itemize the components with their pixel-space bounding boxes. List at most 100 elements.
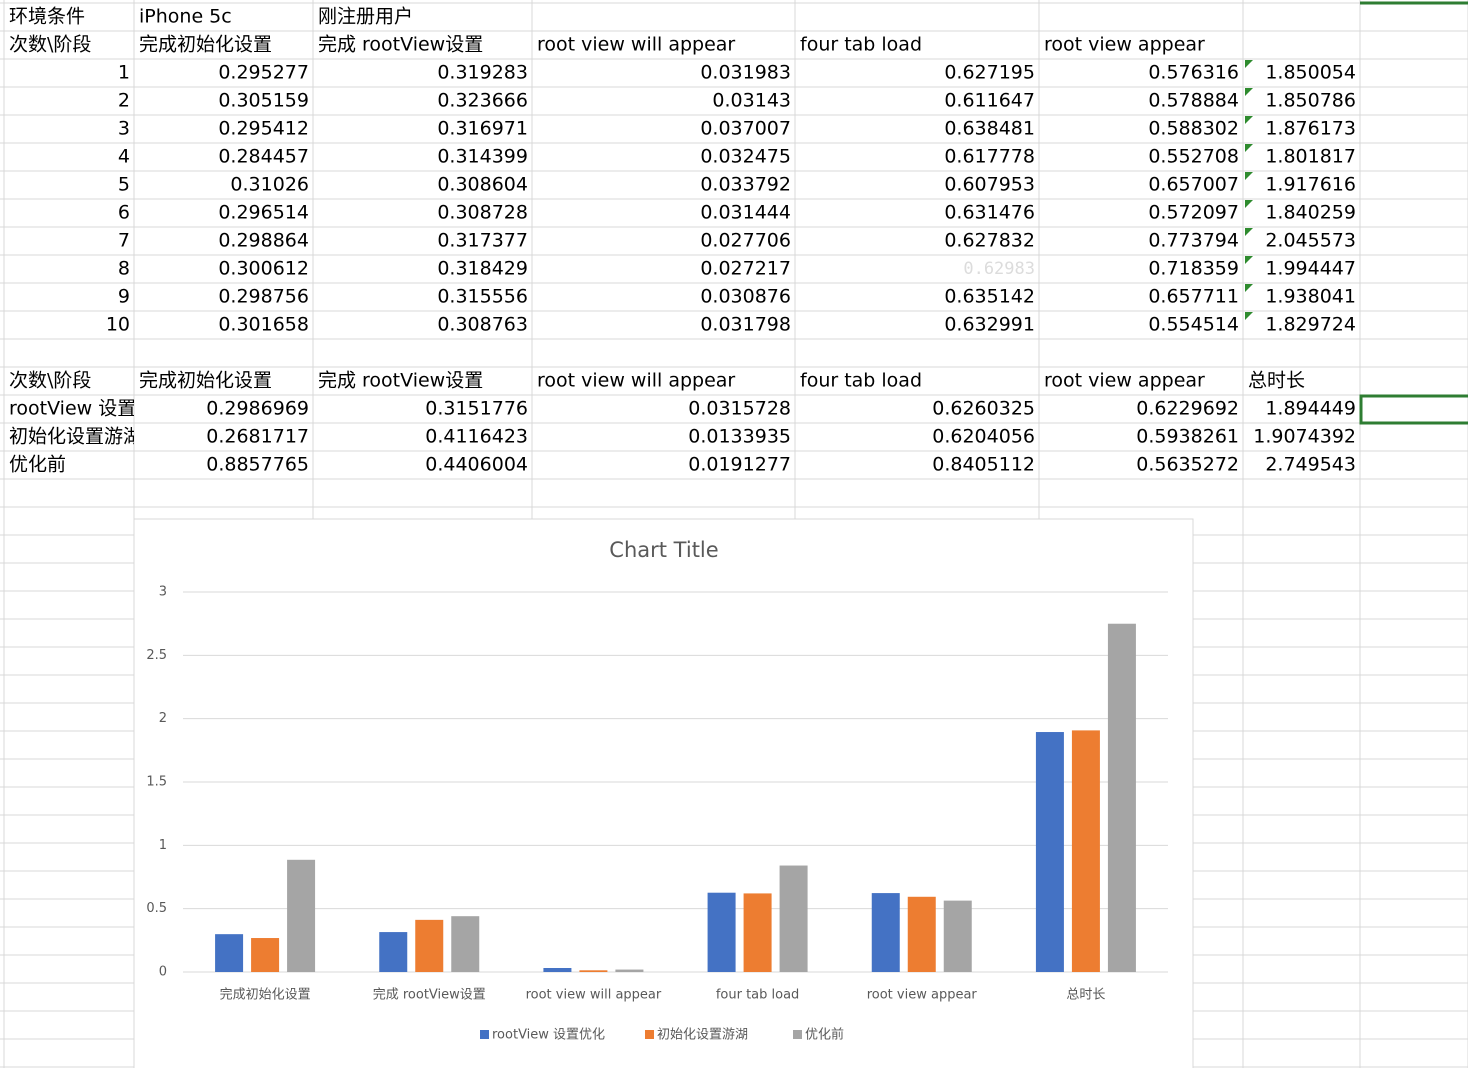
bar bbox=[579, 970, 608, 972]
cell-text: 0.317377 bbox=[437, 230, 528, 252]
cell-text: 0.6229692 bbox=[1136, 398, 1239, 420]
cell-text: 初始化设置游湖 bbox=[9, 426, 142, 448]
cell-text: 0.3151776 bbox=[425, 398, 528, 420]
cell-text: 0.298756 bbox=[218, 286, 309, 308]
cell-text: root view will appear bbox=[537, 370, 735, 392]
cell-text: 0.308763 bbox=[437, 314, 528, 336]
cell-text: 0.314399 bbox=[437, 146, 528, 168]
cell-text: 0.296514 bbox=[218, 202, 309, 224]
cell-text: 1 bbox=[118, 62, 130, 84]
bar bbox=[779, 865, 808, 972]
cell-text: 0.033792 bbox=[700, 174, 791, 196]
cell-text: 2 bbox=[118, 90, 130, 112]
cell-text: 9 bbox=[118, 286, 130, 308]
cell-text: 2.749543 bbox=[1265, 454, 1356, 476]
cell-text: 0.031798 bbox=[700, 314, 791, 336]
cell-text: four tab load bbox=[800, 34, 922, 56]
cell-text: 0.284457 bbox=[218, 146, 309, 168]
cell-text: 0.638481 bbox=[944, 118, 1035, 140]
cell-text: 完成 rootView设置 bbox=[318, 370, 483, 392]
chart-area bbox=[133, 518, 1194, 1068]
y-tick-label: 0 bbox=[159, 965, 167, 980]
cell-text: 0.316971 bbox=[437, 118, 528, 140]
cell-text: 0.4116423 bbox=[425, 426, 528, 448]
cell-text: 刚注册用户 bbox=[318, 6, 413, 28]
cell-text: 0.635142 bbox=[944, 286, 1035, 308]
cell-text: 10 bbox=[106, 314, 130, 336]
cell-text: 总时长 bbox=[1248, 370, 1305, 392]
y-tick-label: 3 bbox=[159, 585, 167, 600]
warning-flag bbox=[1245, 116, 1253, 124]
legend-label: 初始化设置游湖 bbox=[657, 1028, 748, 1043]
cell-text: 0.6260325 bbox=[932, 398, 1035, 420]
warning-flag bbox=[1245, 256, 1253, 264]
cell-text: 0.552708 bbox=[1148, 146, 1239, 168]
cell-text: 1.994447 bbox=[1265, 258, 1356, 280]
cell-text: 1.9074392 bbox=[1253, 426, 1356, 448]
cell-text: 0.578884 bbox=[1148, 90, 1239, 112]
cell-text: 1.829724 bbox=[1265, 314, 1356, 336]
warning-flag bbox=[1245, 312, 1253, 320]
cell-text: 0.631476 bbox=[944, 202, 1035, 224]
cell-text: 0.611647 bbox=[944, 90, 1035, 112]
warning-flag bbox=[1245, 144, 1253, 152]
warning-flag bbox=[1245, 284, 1253, 292]
cell-text: 5 bbox=[118, 174, 130, 196]
warning-flag bbox=[1245, 228, 1253, 236]
cell-text: 0.607953 bbox=[944, 174, 1035, 196]
x-tick-label: root view appear bbox=[867, 988, 978, 1003]
bar bbox=[707, 892, 736, 972]
cell-text: iPhone 5c bbox=[139, 6, 232, 28]
cell-text: 环境条件 bbox=[9, 6, 85, 28]
cell-text: 0.5938261 bbox=[1136, 426, 1239, 448]
cell-text: 1.850054 bbox=[1265, 62, 1356, 84]
bar bbox=[871, 893, 900, 972]
cell-text: 0.295277 bbox=[218, 62, 309, 84]
cell-text: 1.894449 bbox=[1265, 398, 1356, 420]
cell-text: 1.850786 bbox=[1265, 90, 1356, 112]
cell-text: 0.627832 bbox=[944, 230, 1035, 252]
cell-text: 0.305159 bbox=[218, 90, 309, 112]
cell-text: 0.308604 bbox=[437, 174, 528, 196]
cell-text: 7 bbox=[118, 230, 130, 252]
bar bbox=[1071, 730, 1100, 972]
cell-text: 0.300612 bbox=[218, 258, 309, 280]
legend-swatch bbox=[645, 1030, 654, 1039]
x-tick-label: root view will appear bbox=[526, 988, 662, 1003]
warning-flag bbox=[1245, 88, 1253, 96]
warning-flag bbox=[1245, 200, 1253, 208]
cell-text: 0.657711 bbox=[1148, 286, 1239, 308]
cell-text: four tab load bbox=[800, 370, 922, 392]
cell-text: 0.657007 bbox=[1148, 174, 1239, 196]
cell-text: 1.917616 bbox=[1265, 174, 1356, 196]
bar bbox=[1035, 732, 1064, 972]
cell-text: 1.801817 bbox=[1265, 146, 1356, 168]
cell-text: 0.632991 bbox=[944, 314, 1035, 336]
cell-text: 0.030876 bbox=[700, 286, 791, 308]
cell-text: 0.031983 bbox=[700, 62, 791, 84]
cell-text: 6 bbox=[118, 202, 130, 224]
cell-text: 0.2681717 bbox=[206, 426, 309, 448]
cell-text: 3 bbox=[118, 118, 130, 140]
cell-text: 1.840259 bbox=[1265, 202, 1356, 224]
cell-text: 0.62983 bbox=[963, 259, 1035, 279]
cell-text: 0.295412 bbox=[218, 118, 309, 140]
cell-text: 0.718359 bbox=[1148, 258, 1239, 280]
chart-title: Chart Title bbox=[609, 538, 718, 562]
cell-text: 0.315556 bbox=[437, 286, 528, 308]
cell-text: 0.027217 bbox=[700, 258, 791, 280]
cell-text: 0.031444 bbox=[700, 202, 791, 224]
cell-text: root view will appear bbox=[537, 34, 735, 56]
bar bbox=[543, 968, 572, 972]
x-tick-label: four tab load bbox=[716, 988, 799, 1003]
cell-text: 0.773794 bbox=[1148, 230, 1239, 252]
selected-cell bbox=[1359, 394, 1468, 425]
cell-text: 0.0315728 bbox=[688, 398, 791, 420]
bar bbox=[451, 916, 480, 972]
bar bbox=[743, 893, 772, 972]
bar bbox=[1107, 623, 1136, 972]
cell-text: 0.5635272 bbox=[1136, 454, 1239, 476]
x-tick-label: 完成初始化设置 bbox=[220, 988, 311, 1003]
cell-text: 0.03143 bbox=[712, 90, 791, 112]
